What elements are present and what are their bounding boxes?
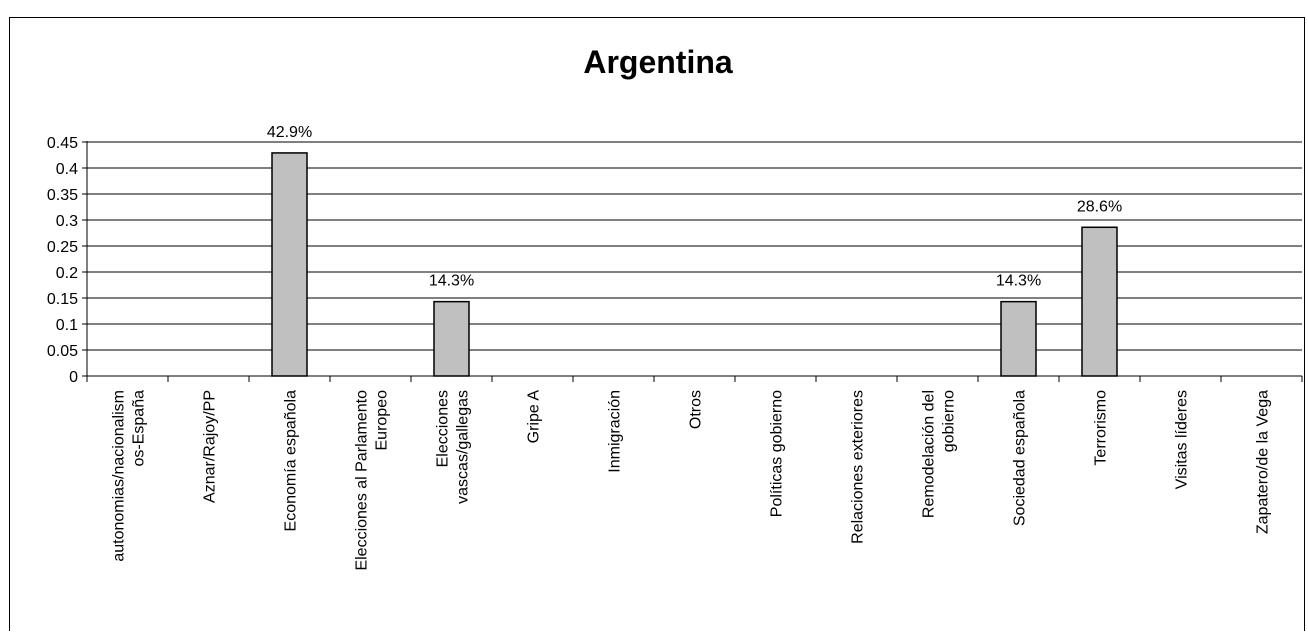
y-tick-label: 0 — [69, 369, 78, 386]
x-category-label-line: Terrorismo — [1093, 390, 1110, 466]
bar — [433, 300, 470, 377]
bar-chart: Argentina 00.050.10.150.20.250.30.350.40… — [47, 44, 1303, 571]
axes — [86, 141, 1303, 382]
x-category-label-line: autonomias/nacionalism — [111, 390, 128, 562]
x-category-label: Terrorismo — [1093, 390, 1110, 466]
grid-lines — [87, 141, 1302, 351]
bars — [271, 152, 1118, 377]
y-tick-label: 0.1 — [56, 317, 78, 334]
y-tick-label: 0.05 — [47, 343, 78, 360]
bar — [1000, 300, 1037, 377]
y-tick-label: 0.25 — [47, 239, 78, 256]
x-category-label: Políticas gobierno — [769, 390, 786, 517]
x-category-label: Remodelación del gobierno — [921, 390, 958, 518]
bar — [1081, 226, 1118, 377]
x-category-label: Inmigración — [607, 390, 624, 473]
x-category-label: Visitas líderes — [1174, 390, 1191, 489]
x-category-label-line: Políticas gobierno — [769, 390, 786, 517]
x-category-label: Gripe A — [526, 390, 543, 444]
x-category-label: Elecciones vascas/gallegas — [435, 390, 472, 504]
bar — [271, 152, 308, 377]
data-labels: 42.9% 14.3% 14.3% 28.6% — [267, 124, 1122, 290]
data-label: 14.3% — [996, 273, 1041, 290]
x-category-label: Economía española — [283, 390, 300, 532]
x-category-label: Zapatero/de la Vega — [1255, 390, 1272, 534]
x-category-label-line: Remodelación del — [921, 390, 938, 518]
x-category-label-line: Relaciones exteriores — [850, 390, 867, 544]
x-category-label-line: Elecciones — [435, 390, 452, 467]
x-category-label-line: Sociedad española — [1012, 390, 1029, 526]
y-tick-label: 0.15 — [47, 291, 78, 308]
x-category-label: autonomias/nacionalism os-España — [111, 390, 148, 562]
x-category-label: Otros — [688, 390, 705, 429]
x-category-label-line: Europeo — [374, 390, 391, 451]
y-tick-label: 0.3 — [56, 213, 78, 230]
x-category-label-line: Economía española — [283, 390, 300, 532]
x-category-label-line: gobierno — [941, 390, 958, 452]
y-tick-label: 0.4 — [56, 161, 78, 178]
data-label: 14.3% — [429, 273, 474, 290]
x-category-label-line: Aznar/Rajoy/PP — [202, 390, 219, 503]
y-axis-ticks: 0 0.05 0.1 0.15 0.2 0.25 0.3 0.35 0.4 0.45 — [47, 135, 87, 386]
x-axis-categories: autonomias/nacionalism os-España Aznar/Raj… — [111, 390, 1272, 571]
chart-frame: Argentina 0 0.05 0.1 0.15 0.2 0.25 0.3 0.35 0.4 0… — [9, 17, 1305, 631]
y-tick-label: 0.2 — [56, 265, 78, 282]
x-category-label-line: Zapatero/de la Vega — [1255, 390, 1272, 534]
chart-title: Argentina — [583, 44, 733, 80]
x-category-label-line: os-España — [131, 390, 148, 467]
x-category-label: Elecciones al Parlamento Europeo — [354, 390, 391, 571]
y-tick-label: 0.35 — [47, 187, 78, 204]
x-category-label-line: Elecciones al Parlamento — [354, 390, 371, 571]
x-category-label: Aznar/Rajoy/PP — [202, 390, 219, 503]
x-category-label: Sociedad española — [1012, 390, 1029, 526]
x-category-label-line: Inmigración — [607, 390, 624, 473]
x-category-label: Relaciones exteriores — [850, 390, 867, 544]
y-tick-label: 0.45 — [47, 135, 78, 152]
data-label: 28.6% — [1077, 198, 1122, 215]
x-category-label-line: vascas/gallegas — [455, 390, 472, 504]
x-category-label-line: Gripe A — [526, 390, 543, 444]
x-category-label-line: Visitas líderes — [1174, 390, 1191, 489]
x-category-label-line: Otros — [688, 390, 705, 429]
data-label: 42.9% — [267, 124, 312, 141]
